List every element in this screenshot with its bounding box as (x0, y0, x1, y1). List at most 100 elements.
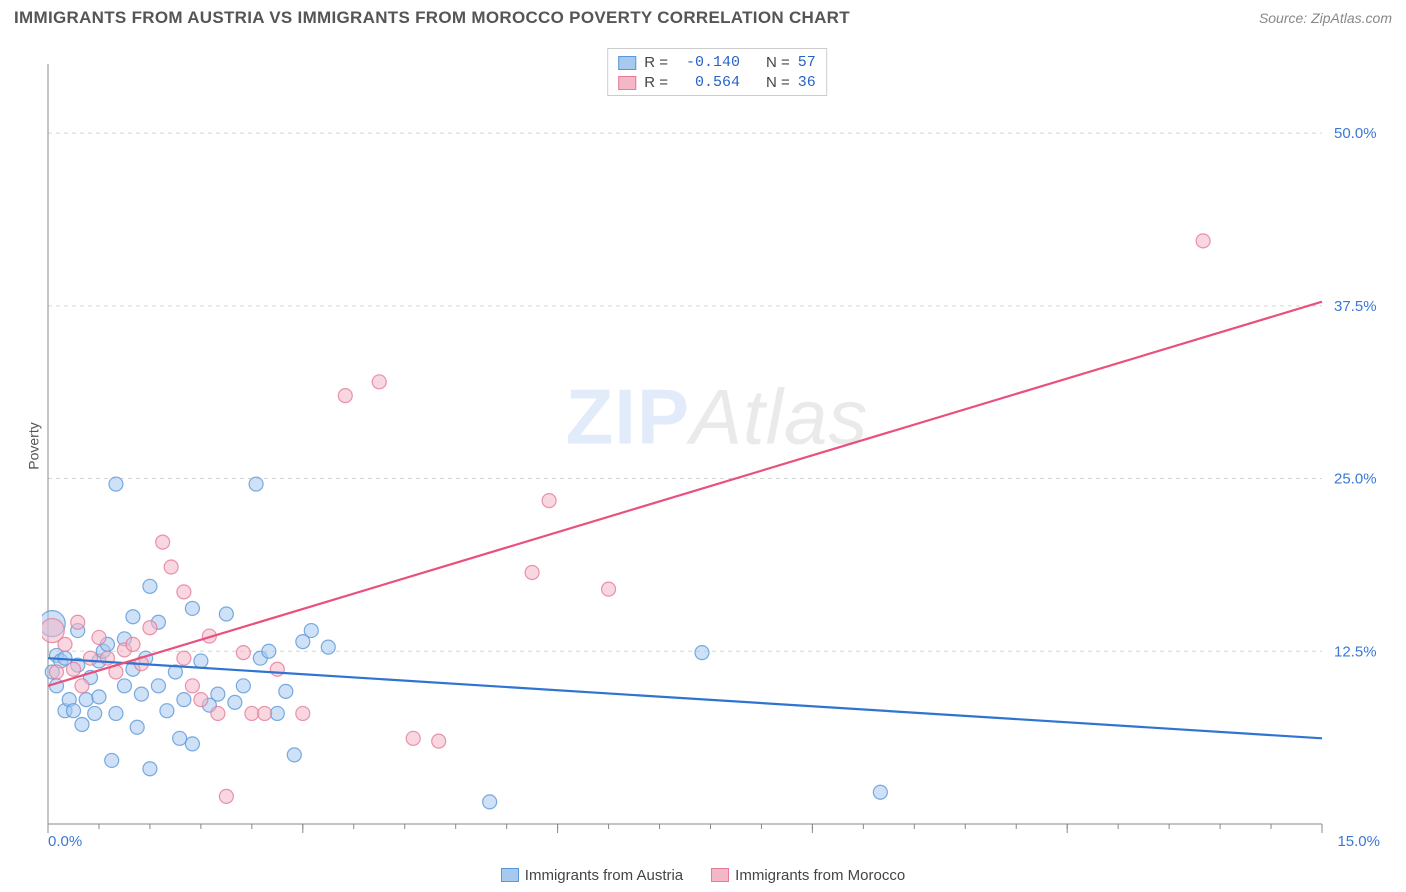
data-point (143, 621, 157, 635)
data-point (134, 687, 148, 701)
data-point (92, 630, 106, 644)
data-point (66, 704, 80, 718)
data-point (249, 477, 263, 491)
legend-series: Immigrants from Austria Immigrants from M… (0, 867, 1406, 887)
data-point (321, 640, 335, 654)
data-point (58, 637, 72, 651)
data-point (49, 665, 63, 679)
data-point (185, 601, 199, 615)
data-point (338, 389, 352, 403)
legend-label: Immigrants from Austria (525, 867, 683, 884)
data-point (372, 375, 386, 389)
data-point (83, 651, 97, 665)
data-point (79, 693, 93, 707)
data-point (71, 615, 85, 629)
data-point (525, 566, 539, 580)
data-point (117, 679, 131, 693)
legend-stats-row: R = 0.564 N = 36 (618, 73, 816, 93)
data-point (160, 704, 174, 718)
legend-label: Immigrants from Morocco (735, 867, 905, 884)
data-point (109, 477, 123, 491)
data-point (130, 720, 144, 734)
data-point (1196, 234, 1210, 248)
data-point (126, 637, 140, 651)
svg-text:12.5%: 12.5% (1334, 643, 1377, 660)
y-axis-label: Poverty (26, 422, 42, 469)
legend-series-item: Immigrants from Morocco (711, 867, 905, 884)
data-point (262, 644, 276, 658)
data-point (185, 737, 199, 751)
data-point (873, 785, 887, 799)
data-point (695, 646, 709, 660)
data-point (126, 610, 140, 624)
data-point (151, 679, 165, 693)
scatter-plot: 12.5% 25.0% 37.5% 50.0% 0.0% 15.0% (42, 46, 1392, 852)
data-point (177, 651, 191, 665)
data-point (105, 753, 119, 767)
n-value: 36 (798, 73, 816, 93)
data-point (279, 684, 293, 698)
data-point (406, 731, 420, 745)
data-point (66, 662, 80, 676)
svg-text:15.0%: 15.0% (1337, 833, 1380, 850)
chart-area: 12.5%25.0%37.5%50.0%0.0%15.0% ZIPAtlas R… (42, 46, 1392, 852)
svg-text:25.0%: 25.0% (1334, 471, 1377, 488)
trend-line (48, 302, 1322, 686)
chart-source: Source: ZipAtlas.com (1259, 10, 1392, 26)
data-point (602, 582, 616, 596)
data-point (211, 706, 225, 720)
data-point (228, 695, 242, 709)
data-point (164, 560, 178, 574)
data-point (432, 734, 446, 748)
data-point (304, 624, 318, 638)
data-point (236, 679, 250, 693)
legend-series-item: Immigrants from Austria (501, 867, 683, 884)
data-point (177, 585, 191, 599)
data-point (211, 687, 225, 701)
data-point (88, 706, 102, 720)
data-point (156, 535, 170, 549)
r-value: 0.564 (676, 73, 740, 93)
data-point (270, 662, 284, 676)
source-prefix: Source: (1259, 10, 1311, 26)
legend-swatch (618, 56, 636, 70)
data-point (177, 693, 191, 707)
svg-text:0.0%: 0.0% (48, 833, 82, 850)
data-point (296, 706, 310, 720)
data-point (236, 646, 250, 660)
data-point (194, 693, 208, 707)
svg-text:37.5%: 37.5% (1334, 298, 1377, 315)
data-point (173, 731, 187, 745)
data-point (219, 789, 233, 803)
data-point (75, 679, 89, 693)
data-point (194, 654, 208, 668)
r-value: -0.140 (676, 53, 740, 73)
source-link[interactable]: ZipAtlas.com (1311, 10, 1392, 26)
n-label: N = (766, 73, 790, 93)
chart-title: IMMIGRANTS FROM AUSTRIA VS IMMIGRANTS FR… (14, 8, 850, 28)
r-label: R = (644, 53, 668, 73)
data-point (270, 706, 284, 720)
n-value: 57 (798, 53, 816, 73)
data-point (92, 690, 106, 704)
data-point (245, 706, 259, 720)
data-point (258, 706, 272, 720)
n-label: N = (766, 53, 790, 73)
data-point (143, 579, 157, 593)
legend-stats-row: R = -0.140 N = 57 (618, 53, 816, 73)
data-point (287, 748, 301, 762)
legend-swatch (618, 76, 636, 90)
data-point (483, 795, 497, 809)
chart-header: IMMIGRANTS FROM AUSTRIA VS IMMIGRANTS FR… (0, 0, 1406, 34)
data-point (143, 762, 157, 776)
data-point (109, 706, 123, 720)
legend-swatch (501, 868, 519, 882)
data-point (185, 679, 199, 693)
legend-stats: R = -0.140 N = 57 R = 0.564 N = 36 (607, 48, 827, 96)
data-point (75, 718, 89, 732)
legend-swatch (711, 868, 729, 882)
data-point (219, 607, 233, 621)
data-point (542, 494, 556, 508)
svg-text:50.0%: 50.0% (1334, 125, 1377, 142)
r-label: R = (644, 73, 668, 93)
